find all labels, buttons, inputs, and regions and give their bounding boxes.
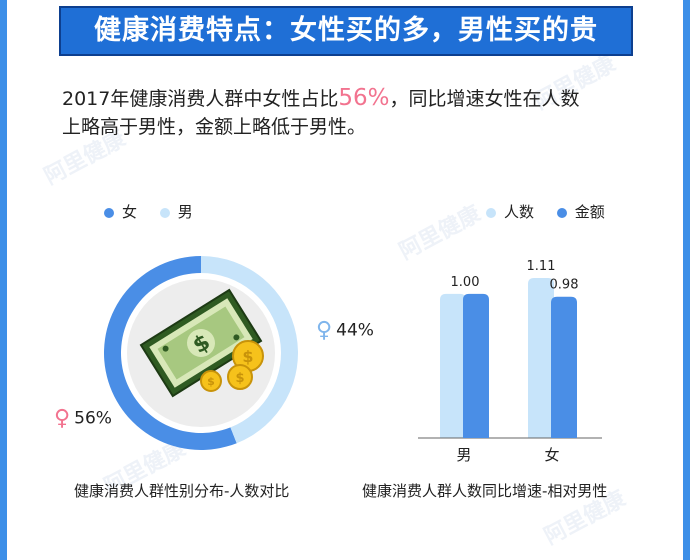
female-percent-value: 56%: [74, 408, 112, 429]
pie-slice-male: [201, 256, 298, 444]
legend-label: 女: [122, 203, 138, 221]
bar-金额-女: [551, 296, 577, 438]
bar-人数-女: [528, 277, 554, 438]
x-tick-label: 男: [456, 446, 471, 464]
x-tick-label: 女: [544, 446, 559, 464]
svg-text:$: $: [207, 375, 215, 388]
page-title: 健康消费特点：女性买的多，男性买的贵: [59, 6, 633, 56]
svg-text:$: $: [235, 371, 244, 386]
bar-data-label: 1.11: [527, 259, 556, 274]
gender-symbol-icon: ♀: [316, 318, 333, 343]
legend-label: 男: [177, 203, 193, 221]
bar-caption: 健康消费人群人数同比增速-相对男性: [362, 482, 608, 500]
intro-highlight: 56%: [338, 85, 390, 111]
male-percent-value: 44%: [336, 320, 374, 341]
bar-legend: 人数 金额: [486, 201, 605, 222]
intro-line1-pre: 2017年健康消费人群中女性占比: [62, 88, 339, 110]
bar-legend-item-amount: 金额: [556, 203, 605, 221]
right-frame-border: [683, 0, 690, 560]
money-icon: $: [139, 288, 263, 398]
bar-chart: 1.00 男 1.11 0.98 女: [418, 259, 602, 464]
legend-dot: [159, 207, 170, 218]
svg-text:$: $: [242, 347, 253, 366]
female-symbol-icon: ♀: [54, 406, 71, 431]
legend-dot: [486, 207, 496, 218]
pie-caption: 健康消费人群性别分布-人数对比: [74, 482, 290, 500]
legend-dot: [104, 207, 114, 218]
left-frame-border: [0, 0, 7, 560]
legend-dot: [556, 207, 567, 218]
intro-line1-post: ，同比增速女性在人数: [389, 88, 580, 110]
legend-label: 金额: [574, 203, 605, 221]
intro-text: 2017年健康消费人群中女性占比56%，同比增速女性在人数 上略高于男性，金额上…: [62, 84, 580, 141]
female-percent-label: ♀ 56%: [54, 406, 112, 431]
bar-legend-item-count: 人数: [486, 203, 534, 221]
bar-人数-男: [440, 293, 466, 438]
male-percent-label: ♀ 44%: [316, 318, 374, 343]
bar-金额-男: [463, 293, 489, 438]
bar-data-label: 0.98: [550, 278, 579, 293]
pie-legend-item-female: 女: [104, 203, 137, 221]
coin-icon: $ $ $: [200, 340, 264, 392]
legend-label: 人数: [504, 203, 535, 221]
bar-data-label: 1.00: [451, 275, 480, 290]
pie-legend-item-male: 男: [159, 203, 193, 221]
pie-legend: 女 男: [104, 201, 211, 222]
pie-slice-female: [103, 256, 237, 450]
intro-line2: 上略高于男性，金额上略低于男性。: [62, 116, 367, 138]
